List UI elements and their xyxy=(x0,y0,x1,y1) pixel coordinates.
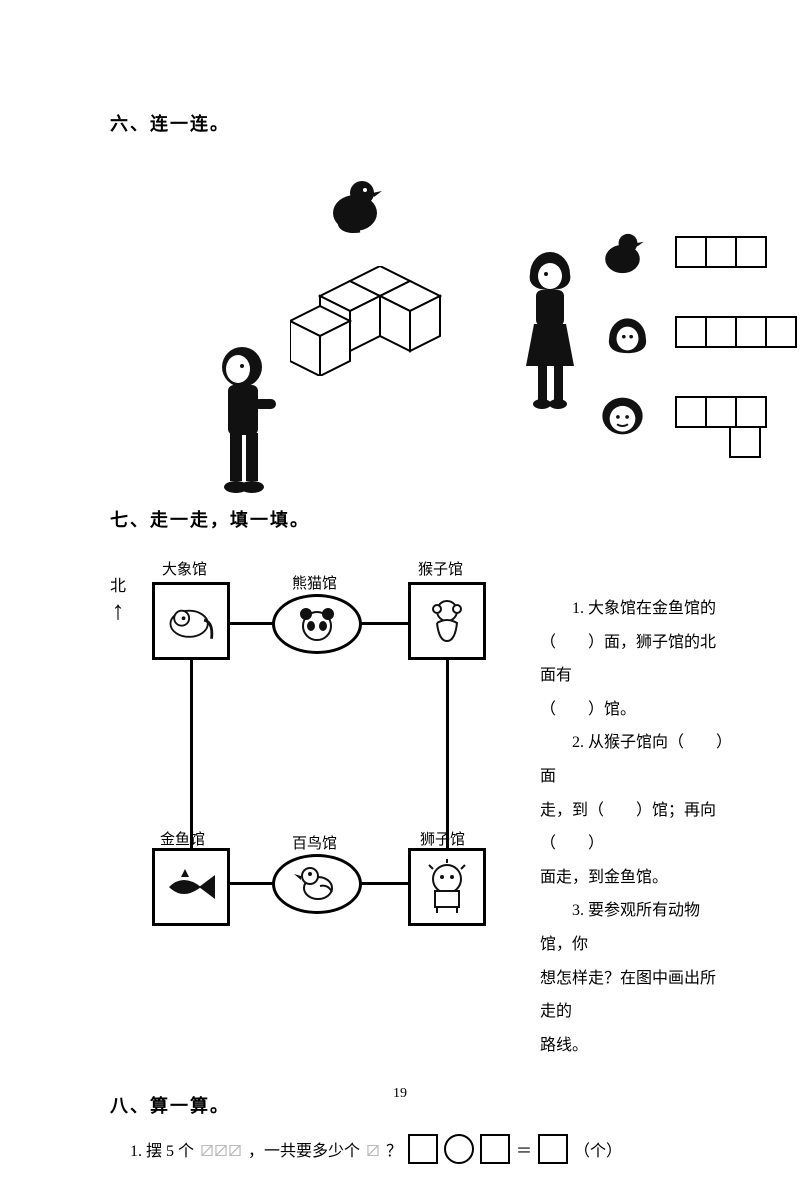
grid-1x3 xyxy=(675,236,767,268)
section-6-title: 六、连一连。 xyxy=(110,110,730,136)
section-7-title: 七、走一走，填一填。 xyxy=(110,506,730,532)
boy-icon xyxy=(200,341,290,506)
page-number: 19 xyxy=(0,1086,800,1102)
operator-circle[interactable] xyxy=(444,1134,474,1164)
section-8: 八、算一算。 1. 摆 5 个 ⧄⧄⧄ ，一共要多少个 ⧄ ？ ＝ （个） xyxy=(110,1092,730,1164)
girl-head-icon xyxy=(600,311,655,371)
goldfish-node xyxy=(152,848,230,926)
lion-label: 狮子馆 xyxy=(420,828,465,849)
elephant-label: 大象馆 xyxy=(162,558,207,579)
goldfish-label: 金鱼馆 xyxy=(160,828,205,849)
q3-line-c: 路线。 xyxy=(540,1029,730,1063)
q8-mid: ，一共要多少个 xyxy=(248,1137,360,1161)
unit-label: （个） xyxy=(574,1137,622,1161)
answer-box-2[interactable] xyxy=(480,1134,510,1164)
lion-node xyxy=(408,848,486,926)
panda-label: 熊猫馆 xyxy=(292,572,337,593)
q2-line-c: 面走，到金鱼馆。 xyxy=(540,861,730,895)
chick-icon xyxy=(320,171,390,246)
q1-line-a: 1. 大象馆在金鱼馆的 xyxy=(540,592,730,626)
q3-line-a: 3. 要参观所有动物馆，你 xyxy=(540,894,730,961)
girl-icon xyxy=(510,246,590,421)
north-indicator: 北 ↑ xyxy=(110,572,126,624)
q1-line-b: （ ）面，狮子馆的北面有 xyxy=(540,626,730,693)
q2-line-b: 走，到（ ）馆；再向（ ） xyxy=(540,794,730,861)
section-7-body: 北 ↑ 大象馆 熊猫馆 猴子馆 金鱼馆 xyxy=(110,552,730,1062)
grid-1x4 xyxy=(675,316,797,348)
q3-line-b: 想怎样走？在图中画出所走的 xyxy=(540,962,730,1029)
chick-small-icon xyxy=(595,226,650,286)
q1-line-c: （ ）馆。 xyxy=(540,693,730,727)
elephant-node xyxy=(152,582,230,660)
cube-block-icon xyxy=(290,266,460,381)
shape-single-faded-icon: ⧄ xyxy=(366,1136,380,1162)
q2-line-a: 2. 从猴子馆向（ ）面 xyxy=(540,726,730,793)
section-7-questions: 1. 大象馆在金鱼馆的 （ ）面，狮子馆的北面有 （ ）馆。 2. 从猴子馆向（… xyxy=(500,552,730,1062)
north-label: 北 xyxy=(110,578,126,595)
monkey-node xyxy=(408,582,486,660)
grid-L4 xyxy=(675,396,767,458)
panda-node xyxy=(272,594,362,654)
answer-box-1[interactable] xyxy=(408,1134,438,1164)
monkey-label: 猴子馆 xyxy=(418,558,463,579)
q8-line-1: 1. 摆 5 个 ⧄⧄⧄ ，一共要多少个 ⧄ ？ ＝ （个） xyxy=(130,1134,730,1164)
zoo-map: 北 ↑ 大象馆 熊猫馆 猴子馆 金鱼馆 xyxy=(140,552,500,932)
section-6-figure-area xyxy=(110,156,730,496)
answer-box-3[interactable] xyxy=(538,1134,568,1164)
boy-head-icon xyxy=(595,391,650,446)
birds-node xyxy=(272,854,362,914)
q8-prefix: 1. 摆 5 个 xyxy=(130,1137,194,1161)
equals-sign: ＝ xyxy=(516,1137,532,1161)
north-arrow-icon: ↑ xyxy=(110,598,126,624)
shape-group-faded-icon: ⧄⧄⧄ xyxy=(200,1136,242,1162)
birds-label: 百鸟馆 xyxy=(292,832,337,853)
q8-tail: ？ xyxy=(386,1137,402,1161)
